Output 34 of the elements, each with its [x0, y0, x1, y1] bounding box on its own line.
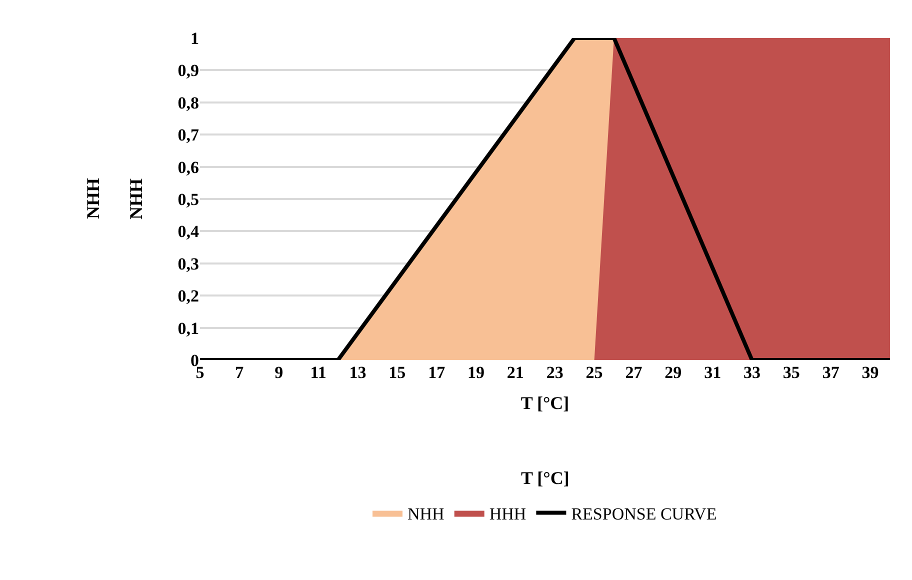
x-tick-label: 39: [862, 363, 879, 382]
legend-label: NHH: [408, 504, 444, 524]
legend-label: RESPONSE CURVE: [571, 504, 717, 524]
y-tick-label: 0,2: [178, 286, 199, 306]
x-tick-label: 9: [274, 363, 284, 382]
y-axis-title: NHH: [126, 178, 146, 220]
x-tick-label: 13: [349, 363, 366, 382]
y-tick-label: 0,1: [178, 318, 199, 338]
x-tick-label: 23: [546, 363, 564, 382]
y-tick-label: 0,4: [178, 222, 200, 242]
text: T [°C]: [521, 468, 570, 488]
x-tick-label: 7: [235, 363, 244, 382]
y-tick-label: 0,8: [178, 93, 199, 112]
x-tick-label: 35: [782, 363, 800, 382]
x-tick-label: 33: [744, 363, 760, 382]
y-tick-label: 0,9: [178, 61, 199, 80]
y-tick-label: 0,7: [178, 126, 200, 145]
legend-label: HHH: [489, 504, 526, 524]
x-tick-label: 29: [664, 363, 682, 382]
x-tick-label: 21: [506, 363, 524, 382]
x-axis-title: T [°C]: [520, 393, 570, 414]
x-tick-label: 31: [704, 363, 722, 382]
text: NHH: [83, 178, 104, 220]
y-tick-label: 0,3: [178, 254, 199, 274]
x-tick-label: 11: [310, 363, 326, 382]
x-tick-label: 15: [388, 363, 406, 382]
x-tick-label: 19: [468, 363, 484, 382]
x-tick-label: 27: [625, 363, 643, 382]
y-tick-label: 0,5: [178, 190, 199, 209]
x-tick-label: 17: [428, 363, 446, 382]
x-tick-label: 37: [822, 363, 840, 382]
y-tick-label: 0,6: [178, 158, 199, 177]
y-tick-label: 1: [190, 28, 199, 48]
x-tick-label: 25: [586, 363, 603, 382]
